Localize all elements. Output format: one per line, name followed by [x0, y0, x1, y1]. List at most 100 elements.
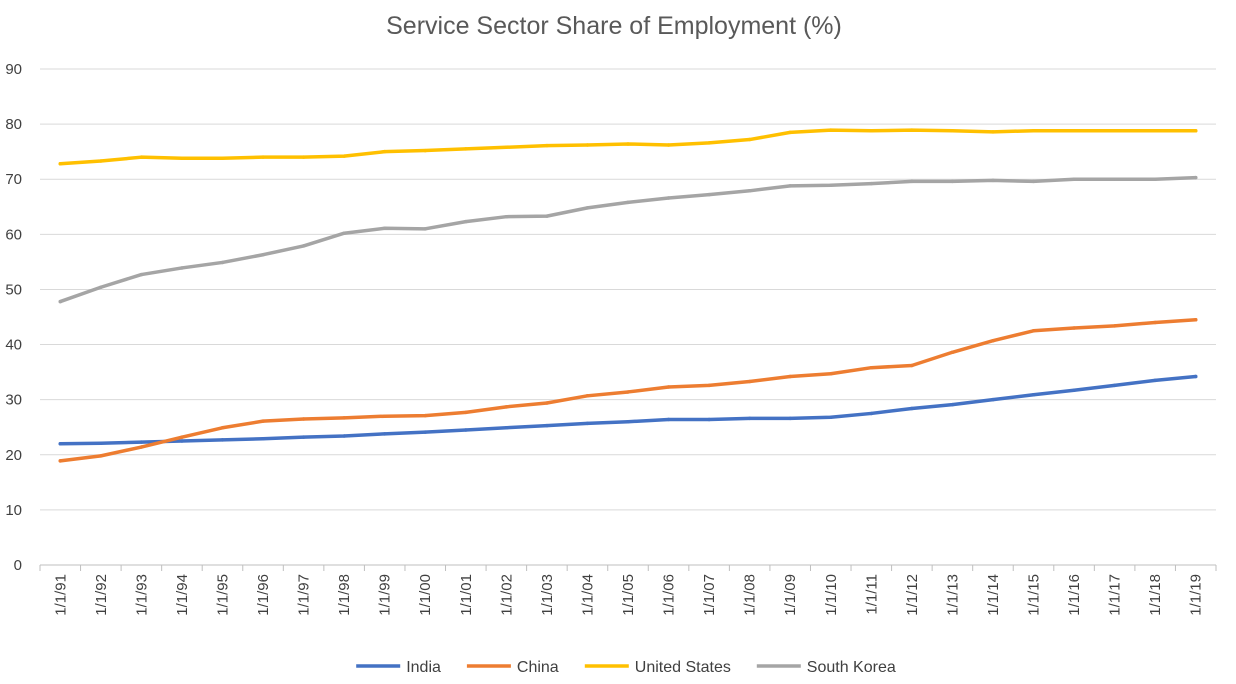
- data-point-china: [342, 416, 346, 420]
- data-point-china: [545, 401, 549, 405]
- x-tick-label: 1/1/00: [417, 574, 434, 616]
- legend-item-china: China: [466, 659, 559, 676]
- data-point-india: [910, 406, 914, 411]
- data-point-united-states: [950, 128, 955, 133]
- data-point-south-korea: [1153, 177, 1157, 181]
- data-point-india: [950, 402, 955, 407]
- data-point-india: [139, 440, 144, 444]
- data-point-india: [747, 416, 752, 421]
- data-point-south-korea: [545, 214, 549, 218]
- data-point-china: [464, 410, 468, 415]
- x-tick-label: 1/1/02: [498, 574, 515, 616]
- chart-title: Service Sector Share of Employment (%): [386, 12, 842, 40]
- y-tick-label: 30: [5, 392, 22, 409]
- y-tick-label: 60: [5, 226, 22, 243]
- data-point-india: [1112, 383, 1117, 388]
- data-point-united-states: [869, 128, 874, 133]
- data-point-south-korea: [382, 226, 387, 231]
- data-point-china: [382, 414, 387, 418]
- data-point-united-states: [301, 155, 306, 159]
- series-line-south-korea: [58, 175, 1198, 304]
- data-point-india: [1153, 378, 1157, 383]
- data-point-india: [869, 411, 874, 416]
- legend-label: South Korea: [807, 659, 896, 676]
- data-point-china: [707, 383, 711, 388]
- data-point-china: [1031, 329, 1036, 333]
- data-point-united-states: [626, 142, 630, 146]
- x-tick-label: 1/1/15: [1026, 574, 1043, 616]
- data-point-india: [99, 441, 103, 445]
- series-line-united-states: [58, 128, 1198, 166]
- x-tick-label: 1/1/92: [93, 574, 110, 616]
- x-tick-label: 1/1/99: [377, 574, 394, 616]
- x-tick-label: 1/1/17: [1107, 574, 1124, 616]
- x-tick-label: 1/1/16: [1066, 574, 1083, 616]
- data-point-south-korea: [626, 200, 630, 205]
- data-point-united-states: [382, 149, 387, 154]
- data-point-china: [58, 459, 63, 463]
- x-tick-label: 1/1/95: [214, 574, 231, 616]
- data-point-india: [788, 416, 792, 421]
- data-point-india: [342, 434, 346, 438]
- legend-item-india: India: [356, 659, 441, 676]
- data-point-united-states: [1193, 128, 1198, 133]
- x-axis: 1/1/91 1/1/92 1/1/93 1/1/94 1/1/95 1/1/96 1/1/…: [39, 564, 1217, 616]
- data-point-south-korea: [301, 244, 306, 248]
- x-tick-label: 1/1/07: [701, 574, 718, 616]
- data-point-united-states: [829, 128, 833, 132]
- data-point-india: [707, 417, 711, 422]
- data-point-south-korea: [707, 192, 711, 197]
- data-point-united-states: [1031, 128, 1036, 133]
- data-point-china: [747, 379, 752, 384]
- data-point-india: [1072, 388, 1076, 393]
- data-point-china: [1193, 318, 1198, 322]
- x-tick-label: 1/1/97: [296, 574, 313, 616]
- data-point-united-states: [585, 143, 590, 147]
- data-point-south-korea: [666, 196, 671, 200]
- x-tick-label: 1/1/94: [174, 574, 191, 616]
- data-point-south-korea: [869, 181, 874, 186]
- data-point-united-states: [1072, 128, 1076, 133]
- data-point-china: [910, 363, 914, 368]
- data-point-india: [626, 419, 630, 424]
- data-point-south-korea: [1193, 175, 1198, 180]
- data-point-united-states: [1112, 128, 1117, 133]
- data-point-india: [423, 430, 427, 434]
- data-point-united-states: [58, 162, 63, 166]
- x-tick-label: 1/1/04: [579, 574, 596, 616]
- y-tick-label: 40: [5, 337, 22, 354]
- data-point-south-korea: [1112, 177, 1117, 181]
- data-point-china: [261, 419, 265, 423]
- data-point-united-states: [180, 156, 184, 161]
- series-lines: [58, 128, 1198, 463]
- data-point-china: [1153, 320, 1157, 325]
- data-point-united-states: [991, 130, 995, 134]
- data-point-india: [504, 426, 509, 430]
- legend: India China United States South Korea: [356, 659, 896, 676]
- data-point-china: [504, 405, 509, 409]
- legend-label: India: [406, 659, 441, 676]
- y-tick-label: 20: [5, 447, 22, 464]
- data-point-united-states: [423, 148, 427, 153]
- data-point-china: [869, 365, 874, 370]
- data-point-india: [829, 415, 833, 420]
- x-tick-label: 1/1/03: [539, 574, 556, 616]
- data-point-united-states: [342, 154, 346, 158]
- data-point-south-korea: [991, 178, 995, 183]
- data-point-united-states: [464, 147, 468, 151]
- x-tick-label: 1/1/12: [904, 574, 921, 616]
- data-point-south-korea: [950, 179, 955, 184]
- legend-item-south-korea: South Korea: [756, 659, 896, 676]
- data-point-india: [666, 417, 671, 422]
- data-point-china: [1072, 326, 1076, 330]
- data-point-china: [829, 372, 833, 376]
- x-tick-label: 1/1/06: [661, 574, 678, 616]
- series-line-india: [58, 374, 1198, 446]
- data-point-china: [788, 374, 792, 379]
- data-point-china: [139, 445, 144, 449]
- data-point-india: [301, 435, 306, 439]
- data-point-united-states: [545, 143, 549, 148]
- x-tick-label: 1/1/13: [944, 574, 961, 616]
- data-point-china: [585, 394, 590, 398]
